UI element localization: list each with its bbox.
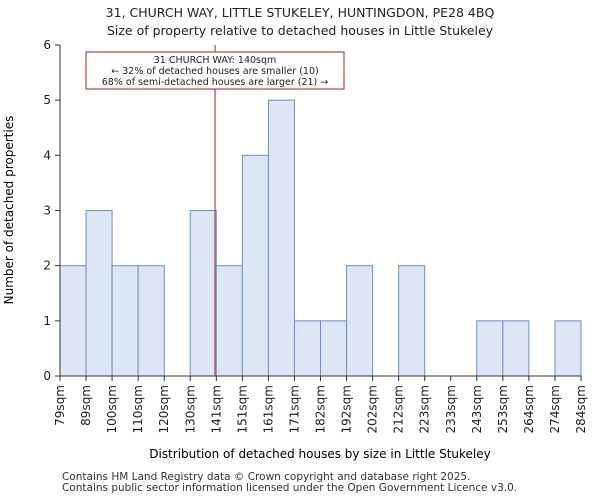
histogram-chart: 0 1 2 3 4 5 6 79sqm 89sqm 100sqm 110sqm 120sqm 130sq… — [2, 38, 588, 461]
annotation-line-1: 31 CHURCH WAY: 140sqm — [154, 55, 277, 66]
x-tick-label: 253sqm — [496, 385, 510, 433]
bar — [320, 320, 348, 377]
chart-title: 31, CHURCH WAY, LITTLE STUKELEY, HUNTING… — [105, 5, 495, 20]
x-tick-label: 233sqm — [444, 385, 458, 433]
bar — [346, 265, 374, 377]
bar — [267, 99, 295, 377]
x-tick-label: 79sqm — [53, 385, 67, 426]
y-tick-label: 0 — [43, 369, 51, 383]
x-tick-label: 202sqm — [366, 385, 380, 433]
bar — [215, 265, 243, 377]
x-tick-label: 274sqm — [548, 385, 562, 433]
x-tick-label: 212sqm — [392, 385, 406, 433]
footer-line-2: Contains public sector information licen… — [62, 482, 518, 494]
chart-title-block: 31, CHURCH WAY, LITTLE STUKELEY, HUNTING… — [0, 4, 600, 40]
bar — [476, 320, 504, 377]
y-tick-label: 1 — [43, 314, 51, 328]
y-tick-label: 6 — [43, 38, 51, 52]
y-tick-label: 4 — [43, 148, 51, 162]
x-tick-label: 100sqm — [105, 385, 119, 433]
bar — [241, 154, 269, 377]
bar — [293, 320, 322, 377]
bar — [59, 265, 87, 377]
chart-subtitle: Size of property relative to detached ho… — [106, 23, 494, 38]
x-tick-label: 192sqm — [340, 385, 354, 433]
bar — [137, 265, 165, 377]
x-axis-label: Distribution of detached houses by size … — [149, 447, 491, 461]
bar — [502, 320, 530, 377]
y-axis-label: Number of detached properties — [2, 116, 16, 305]
x-tick-label: 243sqm — [470, 385, 484, 433]
x-tick-label: 161sqm — [261, 385, 275, 433]
bar — [554, 320, 582, 377]
x-tick-label: 120sqm — [157, 385, 171, 433]
x-tick-label: 89sqm — [79, 385, 93, 426]
x-tick-label: 151sqm — [235, 385, 249, 433]
bar — [111, 265, 139, 377]
annotation-line-3: 68% of semi-detached houses are larger (… — [102, 77, 329, 88]
footer-credits: Contains HM Land Registry data © Crown c… — [62, 472, 517, 494]
y-tick-label: 3 — [43, 204, 51, 218]
annotation-line-2: ← 32% of detached houses are smaller (10… — [111, 66, 318, 77]
x-tick-label: 284sqm — [574, 385, 588, 433]
x-tick-label: 110sqm — [131, 385, 145, 433]
x-tick-label: 171sqm — [287, 385, 301, 433]
x-tick-label: 182sqm — [314, 385, 328, 433]
x-tick-label: 223sqm — [418, 385, 432, 433]
bar — [85, 210, 113, 377]
bar — [189, 210, 217, 377]
x-tick-label: 130sqm — [183, 385, 197, 433]
footer-line-1: Contains HM Land Registry data © Crown c… — [62, 471, 471, 483]
y-tick-label: 2 — [43, 259, 51, 273]
plot-area: 0 1 2 3 4 5 6 79sqm 89sqm 100sqm 110sqm 120sqm 130sq… — [43, 38, 588, 433]
x-tick-label: 264sqm — [522, 385, 536, 433]
y-tick-label: 5 — [43, 93, 51, 107]
x-tick-label: 141sqm — [209, 385, 223, 433]
bar — [398, 265, 426, 377]
annotation-box — [85, 51, 345, 90]
